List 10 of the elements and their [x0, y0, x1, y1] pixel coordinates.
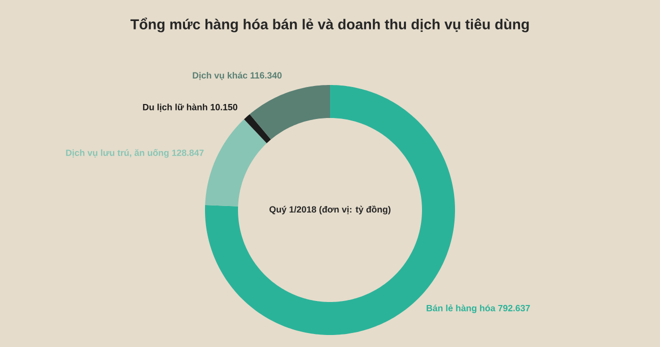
- slice-label: Dịch vụ lưu trú, ăn uống: [66, 148, 169, 158]
- data-label: 128.847: [172, 150, 204, 156]
- data-label: 116.340: [250, 72, 282, 79]
- text: Quý 1/2018 (đơn vị: tỷ đồng): [269, 206, 390, 214]
- data-label: 10.150: [210, 104, 238, 110]
- slice-label: Dịch vụ khác: [192, 72, 248, 80]
- slice-label: Du lịch lữ hành: [143, 104, 208, 112]
- data-label: 792.637: [498, 304, 530, 312]
- slice-label: Bán lẻ hàng hóa: [426, 304, 496, 314]
- chart-title: Tổng mức hàng hóa bán lẻ và doanh thu dịch vụ tiêu dùng: [130, 18, 529, 32]
